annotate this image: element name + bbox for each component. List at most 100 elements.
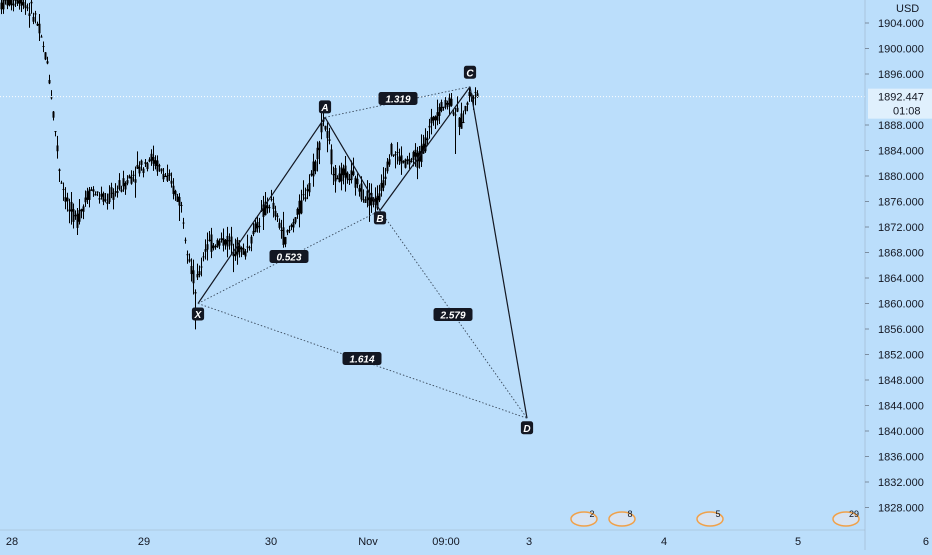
pattern-ratio-x-d[interactable]: 1.614 bbox=[343, 352, 382, 366]
candle bbox=[71, 192, 73, 225]
candle-body bbox=[253, 231, 255, 234]
pattern-point-x[interactable]: X bbox=[192, 308, 204, 322]
candle bbox=[417, 147, 419, 179]
pattern-ratio-a-c[interactable]: 1.319 bbox=[379, 92, 418, 106]
candle-body bbox=[415, 150, 417, 157]
candle bbox=[185, 237, 187, 243]
candle-body bbox=[451, 99, 453, 106]
candle-body bbox=[239, 245, 241, 252]
candle bbox=[237, 237, 239, 265]
candle-body bbox=[225, 240, 227, 245]
candle bbox=[297, 207, 299, 218]
candle bbox=[437, 100, 439, 126]
candle bbox=[201, 258, 203, 277]
candle-body bbox=[277, 216, 279, 217]
candle-body bbox=[227, 236, 229, 247]
pattern-point-x-text: X bbox=[194, 310, 203, 321]
candle bbox=[193, 260, 195, 295]
candle bbox=[43, 41, 45, 52]
candle bbox=[337, 175, 339, 179]
candle bbox=[69, 199, 71, 223]
candle-body bbox=[343, 169, 345, 176]
candle bbox=[85, 190, 87, 206]
candle bbox=[405, 158, 407, 168]
candle-body bbox=[447, 103, 449, 105]
candle bbox=[57, 136, 59, 159]
candle bbox=[61, 181, 63, 184]
candle bbox=[345, 156, 347, 192]
price-tick-label: 1864.000 bbox=[878, 273, 924, 285]
candle-body bbox=[63, 189, 65, 190]
event-marker[interactable]: 5 bbox=[697, 509, 723, 526]
candle bbox=[141, 159, 143, 170]
candle bbox=[341, 163, 343, 191]
pattern-ratio-x-b[interactable]: 0.523 bbox=[270, 250, 309, 264]
candle-body bbox=[291, 225, 293, 227]
candle bbox=[393, 154, 395, 157]
candle-body bbox=[393, 155, 395, 156]
price-axis: USD1904.0001900.0001896.0001888.0001884.… bbox=[865, 0, 932, 550]
candle bbox=[91, 187, 93, 191]
pattern-point-c[interactable]: C bbox=[464, 66, 476, 80]
candle-body bbox=[151, 154, 153, 161]
event-marker[interactable]: 8 bbox=[609, 509, 635, 526]
candle-body bbox=[259, 226, 261, 227]
candle-body bbox=[325, 126, 327, 130]
candle-body bbox=[109, 194, 111, 203]
candle-body bbox=[369, 197, 371, 206]
candle-body bbox=[247, 246, 249, 247]
candle bbox=[303, 180, 305, 200]
candle-body bbox=[113, 193, 115, 200]
candle bbox=[289, 226, 291, 233]
candle-body bbox=[255, 224, 257, 232]
pattern-ratio-b-d[interactable]: 2.579 bbox=[434, 308, 473, 322]
candle-body bbox=[193, 270, 195, 283]
candle-body bbox=[347, 173, 349, 180]
candle bbox=[89, 187, 91, 207]
candle-body bbox=[467, 103, 469, 105]
price-tick-label: 1828.000 bbox=[878, 503, 924, 515]
candle bbox=[189, 253, 191, 262]
candle-body bbox=[297, 209, 299, 215]
candle bbox=[315, 160, 317, 175]
candle-body bbox=[179, 197, 181, 206]
candle-body bbox=[137, 165, 139, 169]
candle-body bbox=[149, 160, 151, 162]
candle bbox=[145, 159, 147, 167]
candle-body bbox=[439, 107, 441, 116]
candle bbox=[349, 174, 351, 185]
pattern-point-a[interactable]: A bbox=[319, 100, 331, 114]
candle-body bbox=[143, 169, 145, 173]
price-tick-label: 1848.000 bbox=[878, 375, 924, 387]
candle-body bbox=[219, 241, 221, 246]
pattern-ratio-b-d-text: 2.579 bbox=[439, 311, 465, 322]
candle-body bbox=[59, 169, 61, 171]
candle bbox=[113, 188, 115, 209]
candle-body bbox=[311, 174, 313, 176]
pattern-point-d[interactable]: D bbox=[521, 421, 533, 435]
price-tick-label: 1876.000 bbox=[878, 197, 924, 209]
candle-body bbox=[97, 191, 99, 192]
candle-body bbox=[27, 7, 29, 8]
time-tick-label: 3 bbox=[526, 536, 532, 548]
candle-body bbox=[123, 178, 125, 186]
candle-body bbox=[251, 237, 253, 244]
candle bbox=[445, 97, 447, 109]
candle bbox=[215, 244, 217, 250]
candle-body bbox=[139, 167, 141, 174]
candle bbox=[53, 111, 55, 121]
event-marker[interactable]: 29 bbox=[833, 509, 859, 526]
candle bbox=[139, 161, 141, 176]
price-tick-label: 1844.000 bbox=[878, 401, 924, 413]
candle bbox=[447, 101, 449, 110]
candle bbox=[181, 202, 183, 213]
candles-layer bbox=[1, 0, 479, 329]
candle-body bbox=[107, 202, 109, 204]
event-marker[interactable]: 2 bbox=[571, 509, 597, 526]
candle-body bbox=[379, 193, 381, 200]
pattern-point-b[interactable]: B bbox=[374, 211, 386, 225]
candle-body bbox=[199, 271, 201, 275]
candle bbox=[335, 165, 337, 193]
